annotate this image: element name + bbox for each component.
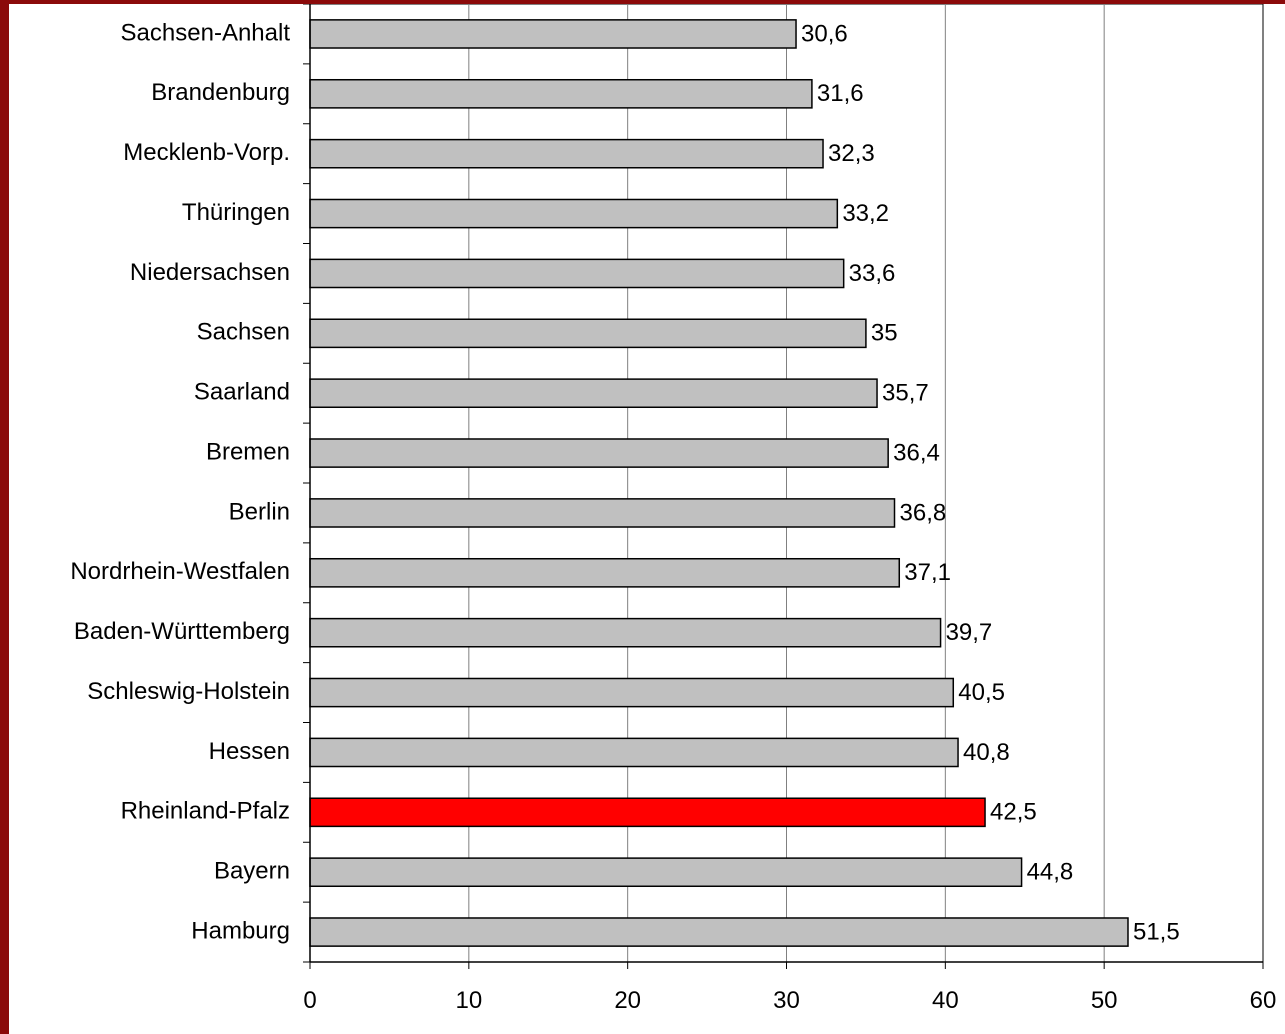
category-labels: Sachsen-Anhalt Brandenburg Mecklenb-Vorp. T… bbox=[70, 19, 290, 944]
bar-brandenburg bbox=[309, 78, 813, 109]
x-tick-label: 20 bbox=[614, 987, 641, 1014]
data-label: 36,4 bbox=[893, 439, 940, 466]
bar-sachsen-anhalt bbox=[309, 19, 797, 49]
bar-th-ringen bbox=[309, 198, 839, 229]
category-label: Bremen bbox=[206, 438, 290, 465]
category-label: Rheinland-Pfalz bbox=[121, 798, 290, 825]
chart-panel: Sachsen-Anhalt Brandenburg Mecklenb-Vorp. T… bbox=[9, 4, 1285, 1034]
x-tick-label: 30 bbox=[773, 987, 800, 1014]
data-label: 30,6 bbox=[801, 20, 848, 47]
category-label: Sachsen-Anhalt bbox=[121, 19, 291, 46]
x-tick-label: 40 bbox=[932, 987, 959, 1014]
bars bbox=[309, 19, 1129, 947]
category-label: Baden-Württemberg bbox=[74, 618, 290, 645]
data-label: 33,2 bbox=[842, 200, 889, 227]
category-label: Niedersachsen bbox=[130, 259, 290, 286]
bar-bremen bbox=[309, 438, 889, 468]
category-label: Schleswig-Holstein bbox=[87, 678, 290, 705]
axes bbox=[303, 4, 1264, 969]
data-label: 40,8 bbox=[963, 739, 1010, 766]
category-label: Brandenburg bbox=[151, 79, 290, 106]
bar-nordrhein-westfalen bbox=[309, 557, 901, 588]
data-label: 31,6 bbox=[817, 80, 864, 107]
bar-saarland bbox=[309, 378, 878, 409]
data-label: 51,5 bbox=[1133, 918, 1180, 945]
category-label: Sachsen bbox=[197, 319, 290, 346]
data-label: 40,5 bbox=[958, 679, 1005, 706]
x-tick-label: 0 bbox=[303, 987, 316, 1014]
data-label: 35 bbox=[871, 320, 898, 347]
category-label: Mecklenb-Vorp. bbox=[123, 139, 290, 166]
data-label: 37,1 bbox=[904, 559, 951, 586]
data-labels: 30,6 31,6 32,3 33,2 33,6 35 35,7 36,4 36,8 37,1 39… bbox=[801, 20, 1180, 945]
data-label: 32,3 bbox=[828, 140, 875, 167]
bar-hessen bbox=[309, 737, 959, 768]
category-label: Berlin bbox=[229, 498, 290, 525]
category-label: Hessen bbox=[209, 738, 290, 765]
category-label: Saarland bbox=[194, 379, 290, 406]
x-tick-labels: 0 10 20 30 40 50 60 bbox=[303, 987, 1276, 1014]
category-label: Bayern bbox=[214, 858, 290, 885]
bar-baden-w-rttemberg bbox=[309, 617, 942, 648]
data-label: 35,7 bbox=[882, 380, 929, 407]
category-label: Thüringen bbox=[182, 199, 290, 226]
bar-hamburg bbox=[309, 917, 1129, 947]
bar-rheinland-pfalz bbox=[309, 797, 986, 828]
bar-mecklenb-vorp bbox=[309, 138, 824, 169]
bar-sachsen bbox=[309, 318, 867, 349]
category-label: Nordrhein-Westfalen bbox=[70, 558, 290, 585]
x-tick-label: 10 bbox=[455, 987, 482, 1014]
bar-niedersachsen bbox=[309, 258, 845, 289]
data-label: 39,7 bbox=[946, 619, 993, 646]
bar-schleswig-holstein bbox=[309, 677, 955, 708]
x-tick-label: 50 bbox=[1091, 987, 1118, 1014]
x-tick-label: 60 bbox=[1250, 987, 1277, 1014]
data-label: 36,8 bbox=[900, 499, 947, 526]
category-label: Hamburg bbox=[191, 917, 290, 944]
data-label: 42,5 bbox=[990, 799, 1037, 826]
bar-chart: Sachsen-Anhalt Brandenburg Mecklenb-Vorp. T… bbox=[70, 4, 1276, 1014]
bar-berlin bbox=[309, 498, 896, 528]
data-label: 33,6 bbox=[849, 260, 896, 287]
data-label: 44,8 bbox=[1027, 859, 1074, 886]
bar-bayern bbox=[309, 857, 1023, 888]
